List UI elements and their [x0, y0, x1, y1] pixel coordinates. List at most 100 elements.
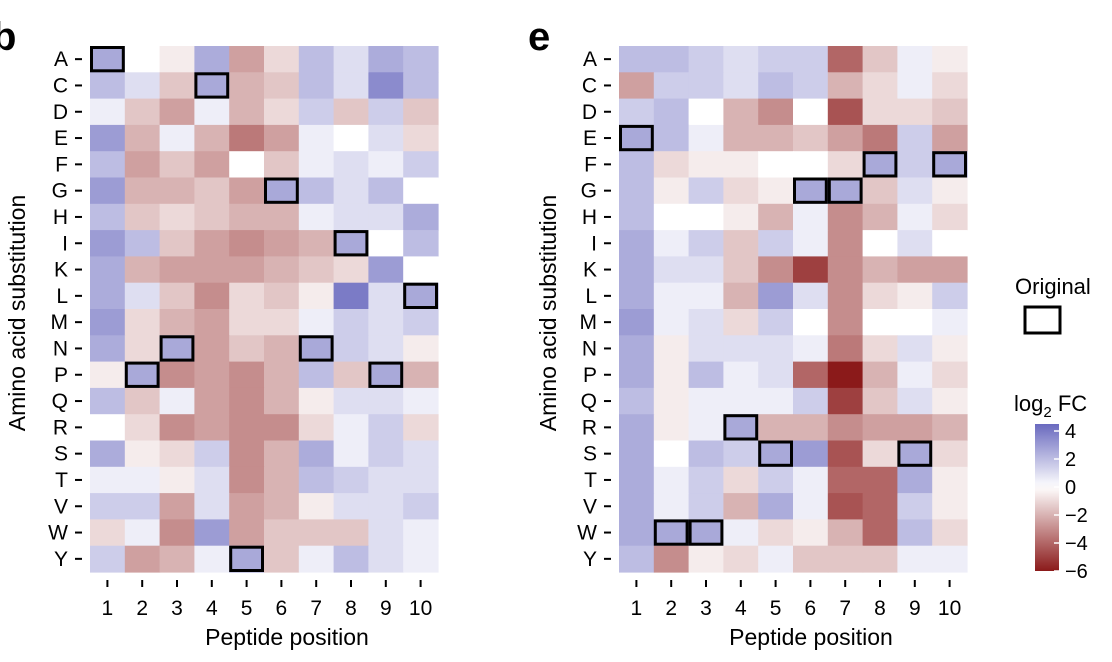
heatmap-cell: [932, 440, 968, 468]
heatmap-cell: [159, 466, 195, 494]
heatmap-cell: [124, 414, 161, 442]
x-tick-label: 5: [770, 597, 782, 620]
y-tick-label: Y: [583, 548, 597, 571]
x-tick-label: 6: [276, 597, 288, 620]
colorbar-tick-label: 2: [1065, 449, 1076, 471]
heatmap-cell: [124, 387, 161, 415]
heatmap-cell: [194, 230, 230, 257]
heatmap-cell: [723, 256, 759, 284]
heatmap-cell: [90, 466, 126, 494]
x-tick-label: 4: [735, 597, 747, 620]
heatmap-cell: [619, 309, 655, 336]
heatmap-cell: [723, 440, 759, 468]
heatmap-cell: [264, 282, 300, 310]
original-marker: [619, 124, 654, 152]
heatmap-cell: [229, 335, 265, 363]
heatmap-cell: [793, 545, 829, 573]
heatmap-cell: [723, 493, 759, 520]
heatmap-cell: [90, 151, 126, 179]
heatmap-cell: [333, 519, 369, 547]
heatmap-cell: [368, 361, 404, 389]
heatmap-cell: [368, 414, 404, 442]
heatmap-cell: [194, 98, 230, 126]
heatmap-cell: [229, 545, 265, 573]
heatmap-cell: [688, 98, 724, 126]
heatmap-cell: [619, 124, 655, 152]
heatmap-cell: [758, 98, 794, 126]
y-tick-label: E: [54, 127, 68, 150]
heatmap-cell: [159, 493, 195, 520]
heatmap-cell: [827, 177, 864, 205]
heatmap-cell: [159, 177, 195, 205]
y-tick-label: S: [54, 443, 68, 466]
heatmap-cell: [403, 309, 439, 336]
heatmap-cell: [653, 46, 690, 73]
heatmap-cell: [403, 440, 439, 468]
heatmap-cell: [932, 545, 968, 573]
x-tick-label: 2: [136, 597, 148, 620]
heatmap-cell: [368, 256, 404, 284]
colorbar-tick-label: −2: [1065, 505, 1088, 527]
x-tick-label: 8: [345, 597, 357, 620]
heatmap-cell: [793, 256, 829, 284]
original-marker: [124, 361, 160, 388]
heatmap-cell: [827, 361, 864, 389]
heatmap-cell: [159, 256, 195, 284]
heatmap-cell: [862, 72, 898, 100]
heatmap-cell: [90, 545, 126, 573]
heatmap-cell: [229, 361, 265, 389]
heatmap-cell: [897, 440, 933, 468]
y-tick-label: T: [584, 469, 597, 492]
heatmap-cell: [897, 309, 933, 336]
heatmap-cell: [862, 545, 898, 573]
original-marker: [723, 414, 759, 441]
heatmap-cell: [688, 335, 724, 363]
heatmap-cell: [264, 98, 300, 126]
heatmap-cell: [932, 309, 968, 336]
y-tick-label: M: [51, 311, 69, 334]
heatmap-cell: [619, 466, 655, 494]
heatmap-cell: [403, 282, 439, 310]
heatmap-cell: [932, 414, 968, 442]
y-axis-title-e: Amino acid substitution: [535, 195, 561, 432]
panel-letter-e: e: [528, 15, 550, 59]
original-marker: [368, 361, 404, 388]
heatmap-cell: [368, 309, 404, 336]
heatmap-cell: [159, 151, 195, 179]
heatmap-cell: [194, 387, 230, 415]
heatmap-cell: [932, 493, 968, 520]
heatmap-cell: [229, 309, 265, 336]
heatmap-cell: [333, 98, 369, 126]
heatmap-cell: [264, 124, 300, 152]
heatmap-cell: [758, 493, 794, 520]
x-tick-label: 3: [700, 597, 712, 620]
heatmap-cell: [897, 466, 933, 494]
heatmap-cell: [688, 230, 724, 257]
y-axis-title-b: Amino acid substitution: [4, 195, 30, 432]
y-tick-label: V: [54, 495, 68, 518]
heatmap-cell: [124, 466, 161, 494]
original-marker: [862, 151, 898, 178]
heatmap-cell: [298, 230, 335, 257]
heatmap-cell: [793, 493, 829, 520]
heatmap-cell: [619, 414, 655, 442]
x-tick-label: 7: [310, 597, 322, 620]
heatmap-cell: [403, 256, 439, 284]
original-marker: [688, 519, 724, 546]
heatmap-cell: [758, 545, 794, 573]
x-tick-label: 9: [909, 597, 921, 620]
heatmap-cell: [897, 361, 933, 389]
heatmap-cell: [619, 361, 655, 389]
heatmap-cell: [758, 177, 794, 205]
heatmap-cell: [932, 387, 968, 415]
heatmap-cell: [827, 256, 864, 284]
y-tick-label: S: [583, 443, 597, 466]
x-axis-title-b: Peptide position: [205, 624, 369, 650]
heatmap-cell: [793, 151, 829, 179]
heatmap-cell: [90, 230, 126, 257]
x-axis-e: 1 2 3 4 5 6 7 8 9 10: [631, 580, 961, 620]
heatmap-cell: [897, 177, 933, 205]
heatmap-cell: [229, 230, 265, 257]
